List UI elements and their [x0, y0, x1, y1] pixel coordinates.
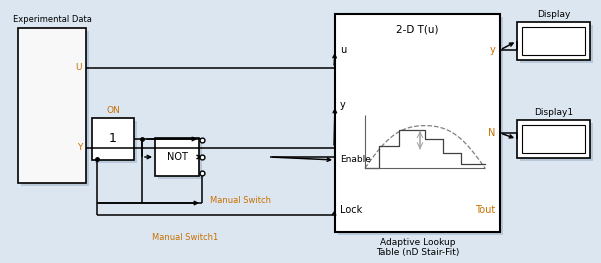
Bar — [95, 121, 137, 163]
Bar — [92, 118, 134, 160]
Bar — [522, 125, 585, 153]
Text: y: y — [489, 45, 495, 55]
Text: Manual Switch1: Manual Switch1 — [152, 233, 218, 242]
Text: NOT: NOT — [166, 152, 188, 162]
Text: Display: Display — [537, 10, 570, 19]
Text: Lock: Lock — [340, 205, 362, 215]
Bar — [21, 31, 89, 186]
Text: y: y — [340, 100, 346, 110]
Text: N: N — [487, 128, 495, 138]
Bar — [158, 141, 202, 179]
Bar — [338, 17, 503, 235]
Text: Y: Y — [76, 144, 82, 153]
Text: Tout: Tout — [475, 205, 495, 215]
Bar — [520, 25, 593, 63]
Text: ON: ON — [106, 106, 120, 115]
Bar — [522, 27, 585, 55]
Bar — [155, 138, 199, 176]
Bar — [335, 14, 500, 232]
Text: Experimental Data: Experimental Data — [13, 15, 91, 24]
Text: 1: 1 — [109, 133, 117, 145]
Text: 2-D T(u): 2-D T(u) — [396, 25, 439, 35]
Text: U: U — [76, 63, 82, 73]
Bar — [18, 28, 86, 183]
Text: Display1: Display1 — [534, 108, 573, 117]
Text: Table (nD Stair-Fit): Table (nD Stair-Fit) — [376, 248, 459, 257]
Bar — [517, 120, 590, 158]
Text: u: u — [340, 45, 346, 55]
Text: Enable: Enable — [340, 155, 371, 164]
Text: Adaptive Lookup: Adaptive Lookup — [380, 238, 455, 247]
Text: Manual Switch: Manual Switch — [210, 196, 270, 205]
Bar — [517, 22, 590, 60]
Bar — [520, 123, 593, 161]
